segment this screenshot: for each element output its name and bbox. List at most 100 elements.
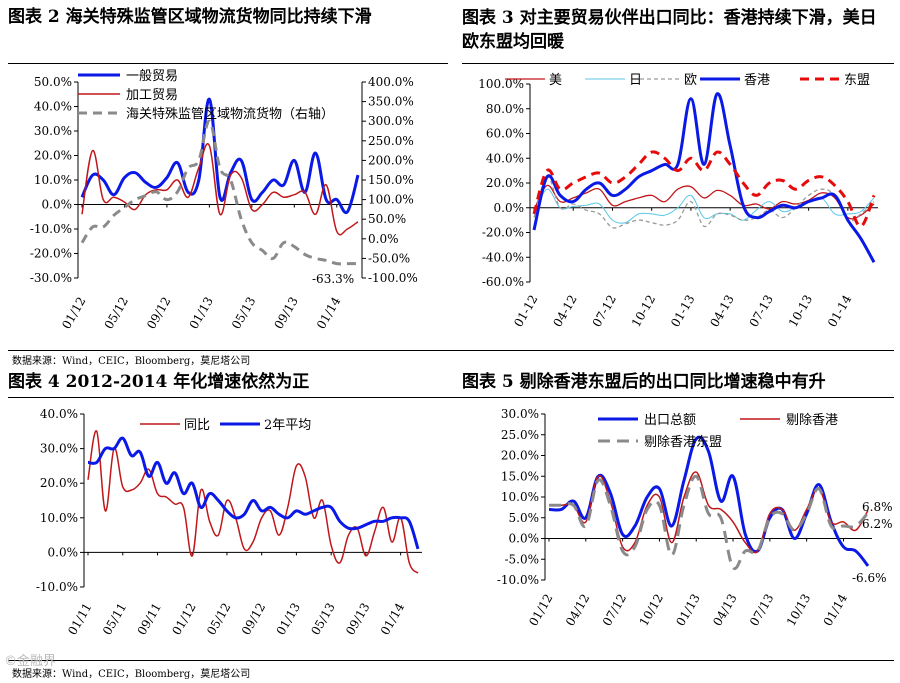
chart3-legend-label: 欧 [684,73,697,88]
chart2-y2-tick-label: 350.0% [368,95,414,109]
chart5-series-0-line [548,435,870,567]
chart4-y-tick-label: 10.0% [40,511,78,525]
chart5-legend-label: 剔除香港东盟 [644,435,722,450]
chart3-x-tick-label: 10-13 [786,293,815,330]
chart4-x-tick-label: 05/12 [204,601,233,638]
chart3-y-tick-label: 20.0% [486,176,524,190]
chart2-y-tick-label: 20.0% [34,149,72,163]
chart3-legend-label: 香港 [744,73,770,88]
chart3-legend-label: 美 [549,73,562,88]
chart5-legend-label: 出口总额 [644,413,696,428]
chart2-y-tick-label: 30.0% [34,124,72,138]
chart4-x-tick-label: 09/11 [135,601,164,638]
chart2-legend-label: 海关特殊监管区域物流货物（右轴） [126,106,334,122]
chart2-y2-tick-label: 300.0% [368,114,414,128]
chart5-x-tick-label: 04/13 [710,592,739,629]
chart2-title: 图表 2 海关特殊监管区域物流货物同比持续下滑 [8,7,372,27]
chart2-group: 50.0% 40.0% 30.0% 20.0% 10.0% 0.0% -10.0% -20.0… [30,68,418,331]
chart5-x-tick-label: 07/13 [747,592,776,629]
chart3-series-2-line [533,176,875,229]
chart4-x-tick-label: 01/14 [378,600,408,637]
chart4-x-tick-label: 05/13 [308,601,337,638]
chart4-y-tick-label: -10.0% [36,580,78,594]
source-note-bottom: 数据来源：Wind，CEIC，Bloomberg，莫尼塔公司 [12,669,251,680]
chart2-y-tick-label: 10.0% [34,173,72,187]
chart4-title: 图表 4 2012-2014 年化增速依然为正 [8,372,310,392]
chart4-series-1-line [87,436,420,550]
chart5-y-tick-label: 10.0% [501,490,539,504]
chart4-x-tick-label: 01/11 [65,601,94,638]
chart2-y2-tick-label: 200.0% [368,153,414,167]
top-left-rule [8,63,448,64]
chart4-x-tick-label: 09/13 [343,601,372,638]
chart4-legend-label: 同比 [184,418,210,433]
chart5-y-tick-label: 0.0% [509,532,540,546]
chart2-x-tick-label: 05/13 [229,295,258,332]
chart2-series-0-line [80,97,360,215]
chart2-y-tick-label: 50.0% [34,75,72,89]
chart3-legend: 美 日 欧 香港 东盟 [505,73,870,88]
mid-rule [8,350,894,351]
chart3-x-tick-label: 07-12 [590,293,619,330]
mid-rule-2 [8,397,894,398]
chart3-y-tick-label: 100.0% [478,77,524,91]
top-right-rule [462,63,894,64]
chart5-y-tick-label: 30.0% [501,407,539,421]
chart5-y-tick-label: -5.0% [504,552,539,566]
chart2-y2-tick-label: -100.0% [368,271,418,285]
chart3-y-tick-label: 60.0% [486,127,524,141]
chart3-x-tick-label: 01-14 [825,292,855,329]
chart4-series-0-line [87,430,419,574]
chart5-y-tick-label: -10.0% [497,573,539,587]
chart3-x-tick-label: 04-13 [707,293,736,330]
chart4-x-tick-label: 01/12 [169,601,198,638]
chart3-series-3-line [532,92,876,263]
watermark: ©金融界 [4,654,57,669]
chart3-title: 图表 3 对主要贸易伙伴出口同比：香港持续下滑，美日欧东盟均回暖 [462,8,877,52]
chart2-y-tick-label: 0.0% [42,198,73,212]
chart2-x-tick-label: 05/12 [102,295,131,332]
chart2-y-tick-label: 40.0% [34,100,72,114]
chart5-annotation-total-ex-hk: 6.8% [862,500,893,514]
chart2-y2-tick-label: 250.0% [368,134,414,148]
chart3-x-tick-label: 07-13 [747,293,776,330]
chart5-y-tick-label: 25.0% [501,428,539,442]
chart5-x-tick-label: 10/13 [784,592,813,629]
chart2-y2-tick-label: 400.0% [368,75,414,89]
chart3-x-tick-label: 01-12 [511,293,540,330]
chart2-legend-label: 加工贸易 [126,88,178,103]
chart4-y-tick-label: 30.0% [40,442,78,456]
chart2-y-tick-label: -10.0% [30,222,72,236]
chart2-series-2-line [80,119,359,266]
chart3-series-1-line [533,188,875,224]
chart4-legend: 同比 2年平均 [140,418,311,433]
chart3-y-tick-label: -60.0% [482,275,524,289]
chart2-y-tick-label: -30.0% [30,271,72,285]
chart4-group: 40.0% 30.0% 20.0% 10.0% 0.0% -10.0% 01/11 05/11… [36,407,422,637]
chart2-y-tick-label: -20.0% [30,247,72,261]
chart3-series-0-line [533,184,875,220]
chart5-x-tick-label: 01/13 [673,592,702,629]
chart5-x-tick-label: 01/14 [821,591,851,628]
chart3-group: 100.0% 80.0% 60.0% 40.0% 20.0% 0.0% -20.0% -40.… [478,73,878,329]
chart5-y-tick-label: 15.0% [501,469,539,483]
chart5-y-tick-label: 5.0% [509,511,540,525]
chart4-x-tick-label: 09/12 [239,601,268,638]
chart5-group: 30.0% 25.0% 20.0% 15.0% 10.0% 5.0% 0.0% -5.0% -1… [497,407,872,628]
chart2-x-tick-label: 01/13 [187,295,216,332]
chart5-x-tick-label: 04/12 [563,592,592,629]
chart3-legend-label: 东盟 [844,73,870,88]
chart4-legend-label: 2年平均 [264,418,311,433]
chart3-y-tick-label: 40.0% [486,151,524,165]
chart3-y-tick-label: 0.0% [494,201,525,215]
chart2-y2-tick-label: 150.0% [368,173,414,187]
chart2-legend-label: 一般贸易 [126,68,178,84]
chart5-y-tick-label: 20.0% [501,449,539,463]
chart5-x-tick-label: 07/12 [600,592,629,629]
chart4-x-tick-label: 05/11 [100,601,129,638]
source-note-top: 数据来源：Wind，CEIC，Bloomberg，莫尼塔公司 [12,356,251,367]
chart4-y-tick-label: 20.0% [40,476,78,490]
